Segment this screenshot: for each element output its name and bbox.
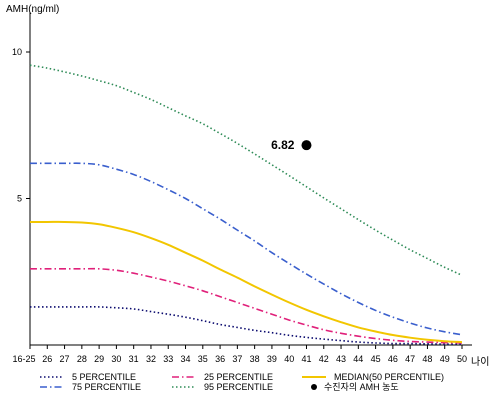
- x-tick-label: 50: [457, 354, 467, 364]
- x-tick-label: 44: [353, 354, 363, 364]
- x-tick-label: 38: [250, 354, 260, 364]
- x-tick-label: 27: [60, 354, 70, 364]
- y-tick-label: 10: [12, 47, 22, 57]
- x-tick-label: 48: [422, 354, 432, 364]
- x-tick-label: 42: [319, 354, 329, 364]
- x-tick-label: 39: [267, 354, 277, 364]
- x-tick-label: 45: [371, 354, 381, 364]
- series-lines: [29, 64, 463, 345]
- x-tick-label: 47: [405, 354, 415, 364]
- legend-label: 75 PERCENTILE: [72, 382, 141, 392]
- x-tick-label: 46: [388, 354, 398, 364]
- x-tick-label: 36: [215, 354, 225, 364]
- x-tick-label: 41: [301, 354, 311, 364]
- series-line-median-50-percentile: [29, 220, 463, 344]
- legend-label: 수진자의 AMH 농도: [324, 382, 399, 392]
- x-tick-label: 33: [163, 354, 173, 364]
- x-tick-label: 28: [77, 354, 87, 364]
- legend-label: MEDIAN(50 PERCENTILE): [334, 372, 444, 382]
- x-tick-label: 32: [146, 354, 156, 364]
- x-tick-label: 29: [94, 354, 104, 364]
- legend-label: 95 PERCENTILE: [204, 382, 273, 392]
- x-tick-label: 26: [42, 354, 52, 364]
- x-tick-label: 31: [129, 354, 139, 364]
- legend-label: 5 PERCENTILE: [72, 372, 136, 382]
- x-tick-label: 35: [198, 354, 208, 364]
- x-tick-label: 30: [111, 354, 121, 364]
- series-line-5-percentile: [30, 306, 463, 345]
- x-tick-label: 43: [336, 354, 346, 364]
- patient-amh-point: [301, 140, 312, 151]
- y-axis-label: AMH(ng/ml): [6, 4, 59, 15]
- x-tick-label: 34: [181, 354, 191, 364]
- x-tick-label: 37: [232, 354, 242, 364]
- data-points: 6.82: [271, 138, 312, 152]
- legend-point-marker: [311, 384, 317, 390]
- legend: 5 PERCENTILE 25 PERCENTILE MEDIAN(50 PERCE…: [40, 372, 444, 392]
- x-axis-label: 나이: [471, 356, 489, 368]
- legend-label: 25 PERCENTILE: [204, 372, 273, 382]
- x-tick-label: 40: [284, 354, 294, 364]
- series-line-25-percentile: [29, 267, 463, 344]
- axes: AMH(ng/ml) 5 10 16-25 26 27 28 29 30 31 32 33 34 35 36…: [6, 4, 489, 368]
- series-line-75-percentile: [30, 162, 463, 336]
- series-line-95-percentile: [29, 64, 463, 276]
- x-tick-label: 16-25: [12, 354, 35, 364]
- x-tick-label: 49: [440, 354, 450, 364]
- y-tick-label: 5: [17, 194, 22, 204]
- patient-amh-value-label: 6.82: [271, 138, 295, 152]
